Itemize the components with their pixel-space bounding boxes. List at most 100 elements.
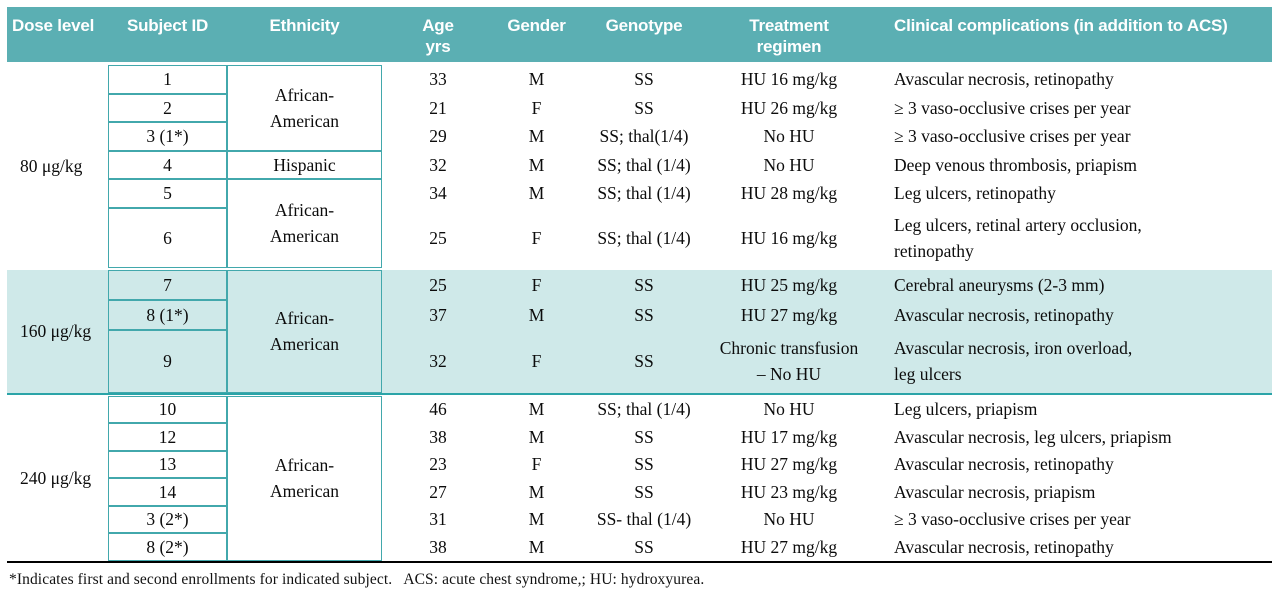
- complications-cell: Avascular necrosis, priapism: [894, 481, 1096, 502]
- age-cell: 25: [429, 227, 447, 248]
- treatment-cell: HU 25 mg/kg: [740, 274, 838, 295]
- subject-id-cell: 1: [108, 65, 227, 94]
- dose-group-160: 160 μg/kg African- American 7 25 F SS HU 25 mg…: [7, 269, 1272, 395]
- genotype-cell: SS: [634, 536, 654, 557]
- age-cell: 37: [429, 304, 447, 325]
- complications-cell: ≥ 3 vaso-occlusive crises per year: [894, 126, 1131, 147]
- complications-cell: ≥ 3 vaso-occlusive crises per year: [894, 97, 1131, 118]
- treatment-cell: HU 27 mg/kg: [740, 304, 838, 325]
- dose-level-cell: 80 μg/kg: [20, 156, 83, 177]
- genotype-cell: SS: [634, 69, 654, 90]
- treatment-cell: HU 26 mg/kg: [740, 97, 838, 118]
- treatment-cell: HU 23 mg/kg: [740, 481, 838, 502]
- genotype-cell: SS: [634, 97, 654, 118]
- gender-cell: M: [528, 126, 545, 147]
- age-cell: 27: [429, 481, 447, 502]
- subject-id-cell: 6: [108, 207, 227, 268]
- dose-level-cell: 160 μg/kg: [20, 321, 92, 341]
- age-cell: 34: [429, 183, 447, 204]
- complications-cell: Avascular necrosis, retinopathy: [894, 69, 1114, 90]
- genotype-cell: SS; thal (1/4): [597, 154, 691, 175]
- genotype-cell: SS; thal (1/4): [597, 227, 691, 248]
- subject-id-cell: 5: [108, 179, 227, 208]
- genotype-cell: SS: [634, 274, 654, 295]
- ethnicity-cell: African- American: [227, 179, 382, 268]
- subject-id-cell: 4: [108, 150, 227, 179]
- genotype-cell: SS; thal (1/4): [597, 399, 691, 420]
- complications-cell: Cerebral aneurysms (2-3 mm): [894, 274, 1105, 295]
- gender-cell: M: [528, 183, 545, 204]
- complications-cell: Deep venous thrombosis, priapism: [894, 154, 1138, 175]
- header-treatment: Treatment regimen: [749, 16, 829, 56]
- header-genotype: Genotype: [605, 16, 683, 35]
- treatment-cell: No HU: [763, 509, 815, 530]
- treatment-cell: HU 16 mg/kg: [740, 227, 838, 248]
- subject-id-cell: 10: [108, 395, 227, 423]
- age-cell: 38: [429, 536, 447, 557]
- complications-cell: Leg ulcers, priapism: [894, 399, 1038, 420]
- dose-level-cell: 240 μg/kg: [20, 468, 92, 488]
- complications-cell: Avascular necrosis, retinopathy: [894, 536, 1114, 557]
- gender-cell: F: [531, 351, 542, 371]
- age-cell: 32: [429, 154, 447, 175]
- header-clinical-complications: Clinical complications (in addition to A…: [894, 16, 1228, 35]
- header-ethnicity: Ethnicity: [269, 16, 340, 35]
- gender-cell: M: [528, 536, 545, 557]
- genotype-cell: SS: [634, 454, 654, 475]
- genotype-cell: SS; thal (1/4): [597, 183, 691, 204]
- complications-cell: Avascular necrosis, iron overload, leg u…: [894, 338, 1133, 384]
- age-cell: 38: [429, 426, 447, 447]
- genotype-cell: SS; thal(1/4): [599, 126, 689, 147]
- genotype-cell: SS- thal (1/4): [596, 509, 692, 530]
- subject-id-cell: 3 (1*): [108, 122, 227, 151]
- gender-cell: F: [531, 227, 542, 248]
- header-subject-id: Subject ID: [126, 16, 209, 35]
- gender-cell: F: [531, 454, 542, 475]
- gender-cell: M: [528, 399, 545, 420]
- treatment-cell: No HU: [763, 399, 815, 420]
- gender-cell: M: [528, 509, 545, 530]
- gender-cell: M: [528, 426, 545, 447]
- age-cell: 25: [429, 274, 447, 295]
- ethnicity-cell: African- American: [227, 395, 382, 561]
- complications-cell: Avascular necrosis, leg ulcers, priapism: [894, 426, 1172, 447]
- subject-id-cell: 3 (2*): [108, 505, 227, 533]
- gender-cell: F: [531, 274, 542, 295]
- age-cell: 29: [429, 126, 447, 147]
- header-gender: Gender: [507, 16, 566, 35]
- treatment-cell: HU 27 mg/kg: [740, 454, 838, 475]
- gender-cell: M: [528, 304, 545, 325]
- treatment-cell: HU 17 mg/kg: [740, 426, 838, 447]
- age-cell: 21: [429, 97, 447, 118]
- treatment-cell: HU 28 mg/kg: [740, 183, 838, 204]
- subject-id-cell: 12: [108, 423, 227, 451]
- treatment-cell: Chronic transfusion – No HU: [719, 338, 859, 384]
- complications-cell: Avascular necrosis, retinopathy: [894, 304, 1114, 325]
- dose-group-80: 80 μg/kg African- American Hispanic African…: [7, 65, 1272, 268]
- subject-id-cell: 7: [108, 269, 227, 300]
- subject-id-cell: 9: [108, 329, 227, 393]
- age-cell: 23: [429, 454, 447, 475]
- subject-id-cell: 13: [108, 450, 227, 478]
- complications-cell: ≥ 3 vaso-occlusive crises per year: [894, 509, 1131, 530]
- table-footnote: *Indicates first and second enrollments …: [7, 560, 1272, 589]
- treatment-cell: HU 16 mg/kg: [740, 69, 838, 90]
- ethnicity-cell: Hispanic: [227, 150, 382, 179]
- treatment-cell: HU 27 mg/kg: [740, 536, 838, 557]
- genotype-cell: SS: [634, 426, 654, 447]
- gender-cell: M: [528, 481, 545, 502]
- table-body: 80 μg/kg African- American Hispanic African…: [7, 65, 1272, 561]
- subject-id-cell: 14: [108, 478, 227, 506]
- subject-id-cell: 8 (2*): [108, 533, 227, 561]
- ethnicity-cell: African- American: [227, 65, 382, 151]
- age-cell: 33: [429, 69, 447, 90]
- genotype-cell: SS: [634, 351, 654, 371]
- complications-cell: Leg ulcers, retinopathy: [894, 183, 1056, 204]
- gender-cell: M: [528, 154, 545, 175]
- treatment-cell: No HU: [763, 154, 815, 175]
- subject-id-cell: 2: [108, 93, 227, 122]
- table-header-row: Dose level Subject ID Ethnicity Age yrs …: [7, 7, 1272, 62]
- dose-group-240: 240 μg/kg African- American 10 46 M SS; thal …: [7, 395, 1272, 561]
- age-cell: 32: [429, 351, 447, 371]
- header-dose-level: Dose level: [12, 16, 95, 35]
